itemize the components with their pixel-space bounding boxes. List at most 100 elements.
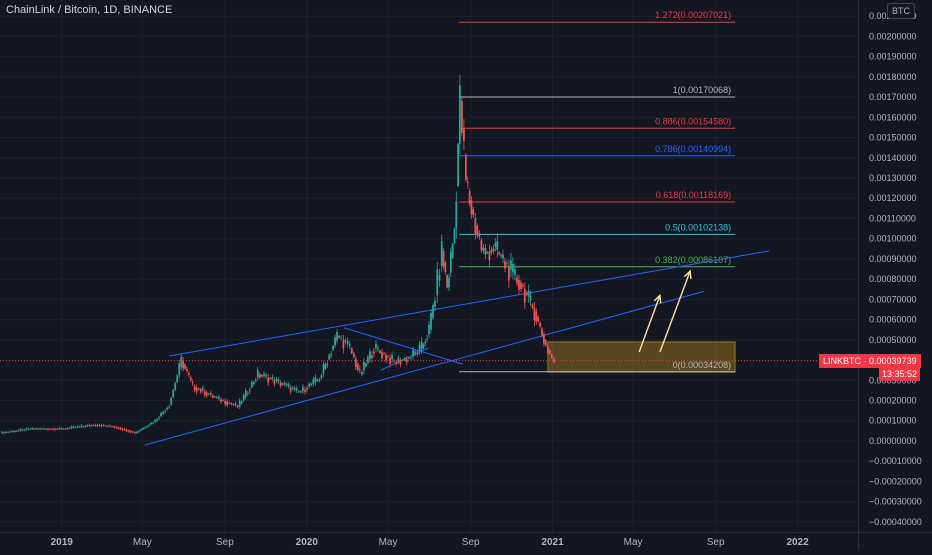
candle-body (80, 425, 83, 427)
candle-body (552, 358, 555, 363)
candle-body (364, 363, 367, 367)
candle-body (104, 425, 107, 427)
candle-body (448, 277, 450, 288)
unit-badge[interactable]: BTC (887, 3, 915, 19)
y-tick-label: 0.00110000 (869, 213, 916, 223)
fib-level-label: 1(0.00170068) (673, 85, 732, 95)
candle-body (106, 425, 109, 427)
x-tick-label: 2021 (541, 537, 564, 548)
y-tick-label: 0.00090000 (869, 254, 917, 264)
candle-body (412, 350, 415, 357)
candle-body (121, 428, 124, 430)
candle-body (539, 322, 542, 327)
last-price-tag: LINKBTC · 0.00039739 (819, 353, 921, 368)
candle-body (90, 425, 93, 427)
candle-body (457, 143, 459, 187)
candle-body (371, 355, 373, 358)
candle-body (191, 381, 194, 384)
candle-body (123, 429, 126, 431)
candle-body (267, 377, 270, 383)
candle-body (15, 430, 18, 432)
candle-body (332, 345, 335, 350)
candle-body (254, 380, 257, 381)
candle-body (314, 377, 317, 383)
y-tick-label: −0.00040000 (869, 517, 922, 527)
candle-body (41, 428, 43, 430)
candle-body (295, 388, 298, 391)
candle-body (414, 351, 417, 355)
candle-body (271, 377, 274, 380)
fib-level-label: 0.5(0.00102138) (665, 222, 731, 232)
candle-body (428, 324, 430, 335)
candle-body (234, 403, 237, 405)
candle-body (430, 313, 432, 330)
candle-body (466, 182, 469, 184)
candle-body (52, 428, 55, 430)
candle-body (455, 201, 458, 229)
candle-body (399, 360, 402, 365)
candle-body (367, 356, 369, 363)
candle-body (220, 399, 222, 402)
candle-body (482, 247, 485, 251)
candle-body (350, 347, 353, 354)
candle-body (397, 357, 400, 362)
candle-body (326, 364, 329, 365)
fib-level-label: 0.786(0.00140994) (655, 144, 731, 154)
candle-body (98, 425, 101, 426)
candle-body (338, 335, 341, 338)
candle-body (3, 432, 5, 434)
x-tick-label: Sep (216, 537, 234, 548)
candle-body (287, 384, 290, 387)
candle-body (320, 375, 323, 379)
candle-body (468, 191, 471, 204)
projection-arrow-head (653, 293, 662, 304)
candle-body (283, 383, 286, 385)
candle-body (478, 233, 481, 237)
y-tick-label: 0.00050000 (869, 335, 917, 345)
y-tick-label: 0.00070000 (869, 294, 917, 304)
candle-body (197, 388, 200, 390)
candle-body (299, 391, 302, 393)
y-tick-label: 0.00010000 (869, 416, 917, 426)
x-tick-label: May (379, 537, 398, 548)
candle-body (328, 354, 331, 360)
candle-body (330, 354, 333, 355)
candle-body (418, 344, 421, 352)
candle-body (460, 101, 463, 133)
candle-body (458, 85, 461, 144)
candle-body (520, 282, 522, 289)
candle-body (492, 248, 495, 252)
y-tick-label: −0.00010000 (869, 456, 922, 466)
candle-body (213, 396, 216, 398)
fib-level-label: 0.382(0.00086107) (655, 255, 731, 265)
candle-body (514, 269, 516, 275)
candle-body (340, 337, 343, 339)
candle-body (410, 357, 412, 359)
candle-body (11, 431, 13, 432)
candle-body (35, 428, 38, 430)
trendline-channel-upper (169, 250, 770, 357)
candle-body (550, 353, 553, 359)
candle-body (438, 275, 441, 281)
candle-body (318, 379, 321, 381)
candle-body (424, 342, 427, 344)
candle-body (119, 428, 122, 430)
candle-body (228, 402, 231, 404)
candle-body (117, 427, 120, 429)
candle-body (322, 364, 325, 374)
candle-body (379, 350, 381, 353)
candle-body (226, 401, 229, 406)
candle-body (47, 428, 49, 430)
candle-body (136, 431, 138, 433)
candle-body (360, 371, 363, 375)
candle-body (453, 228, 456, 244)
candle-body (168, 406, 171, 408)
candle-body (285, 384, 288, 386)
candle-body (142, 428, 144, 430)
candle-body (444, 262, 447, 273)
candle-body (502, 254, 504, 259)
candle-body (281, 383, 284, 385)
candle-body (498, 252, 501, 255)
